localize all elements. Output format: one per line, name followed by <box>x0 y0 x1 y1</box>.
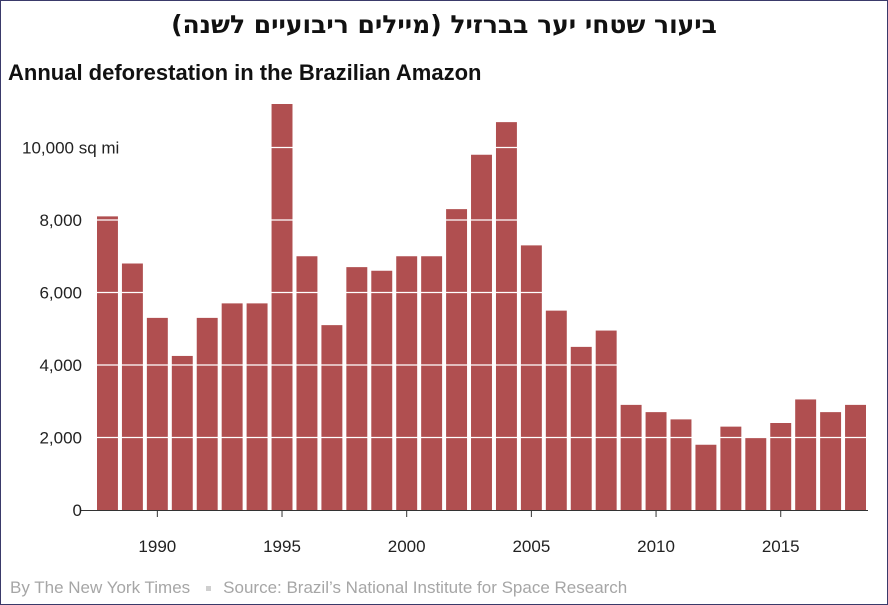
bar-1991 <box>171 355 193 510</box>
bar-1993 <box>221 303 243 511</box>
bar-2012 <box>695 444 717 510</box>
bar-1997 <box>321 325 343 511</box>
y-tick-label-8000: 8,000 <box>39 211 82 230</box>
x-tick-label-2005: 2005 <box>512 537 550 556</box>
bar-2013 <box>720 426 742 511</box>
byline: By The New York Times <box>10 578 191 597</box>
bar-2009 <box>620 404 642 511</box>
y-tick-label-6000: 6,000 <box>39 284 82 303</box>
bar-1998 <box>346 267 368 511</box>
bar-2006 <box>545 310 567 511</box>
footer: By The New York Times Source: Brazil’s Na… <box>10 578 627 598</box>
hebrew-title: ביעור שטחי יער בברזיל (מיילים ריבועיים ל… <box>171 10 717 39</box>
bar-2000 <box>396 256 418 510</box>
bar-1989 <box>121 263 143 510</box>
bar-2018 <box>845 404 866 511</box>
bar-1988 <box>97 216 118 511</box>
bar-2016 <box>795 399 817 510</box>
bar-2004 <box>495 122 517 511</box>
x-tick-label-2015: 2015 <box>762 537 800 556</box>
axis-group: 0 2,000 4,000 6,000 8,000 10,000 sq mi 1990 199… <box>22 139 868 556</box>
bar-2005 <box>520 245 542 511</box>
bar-1996 <box>296 256 318 510</box>
bar-1995 <box>271 104 293 510</box>
bar-2003 <box>471 154 492 510</box>
y-tick-label-top: 10,000 sq mi <box>22 139 119 158</box>
bar-1999 <box>371 270 393 510</box>
x-tick-label-2000: 2000 <box>388 537 426 556</box>
bar-2007 <box>570 346 592 511</box>
bar-1994 <box>246 303 268 511</box>
y-tick-label-2000: 2,000 <box>39 429 82 448</box>
bar-2015 <box>770 423 792 510</box>
bar-2011 <box>670 419 692 511</box>
y-tick-label-4000: 4,000 <box>39 356 82 375</box>
gridlines-group <box>95 146 868 439</box>
separator-dot <box>206 586 212 592</box>
bar-2002 <box>446 209 468 511</box>
x-tick-label-1990: 1990 <box>138 537 176 556</box>
bar-2014 <box>745 437 767 510</box>
x-tick-label-1995: 1995 <box>263 537 301 556</box>
source-note: Source: Brazil’s National Institute for … <box>223 578 628 597</box>
bar-1990 <box>146 317 168 511</box>
chart-title: Annual deforestation in the Brazilian Am… <box>8 60 482 85</box>
bar-2010 <box>645 412 667 511</box>
bar-2008 <box>595 330 617 510</box>
bar-2001 <box>421 256 443 510</box>
bar-1992 <box>196 317 218 511</box>
bars-group <box>97 104 866 511</box>
x-tick-label-2010: 2010 <box>637 537 675 556</box>
y-tick-label-0: 0 <box>73 501 82 520</box>
bar-2017 <box>820 412 842 511</box>
